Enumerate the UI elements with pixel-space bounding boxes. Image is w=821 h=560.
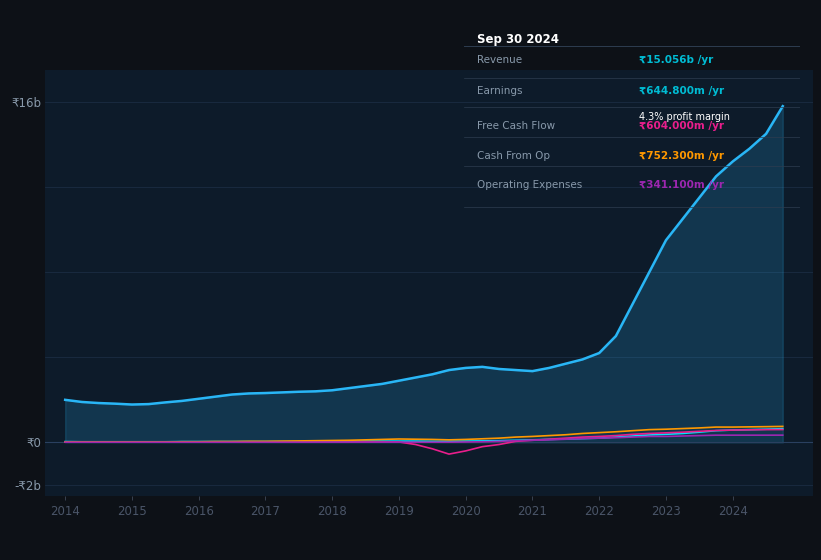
Text: Cash From Op: Cash From Op [477, 151, 550, 161]
Text: 4.3% profit margin: 4.3% profit margin [639, 112, 730, 122]
Text: Sep 30 2024: Sep 30 2024 [477, 32, 559, 45]
Text: ₹604.000m /yr: ₹604.000m /yr [639, 121, 724, 131]
Text: ₹15.056b /yr: ₹15.056b /yr [639, 55, 713, 66]
Text: ₹341.100m /yr: ₹341.100m /yr [639, 180, 724, 190]
Text: ₹752.300m /yr: ₹752.300m /yr [639, 151, 724, 161]
Text: ₹644.800m /yr: ₹644.800m /yr [639, 86, 724, 96]
Text: Earnings: Earnings [477, 86, 523, 96]
Text: Revenue: Revenue [477, 55, 522, 66]
Text: Free Cash Flow: Free Cash Flow [477, 121, 556, 131]
Text: Operating Expenses: Operating Expenses [477, 180, 583, 190]
